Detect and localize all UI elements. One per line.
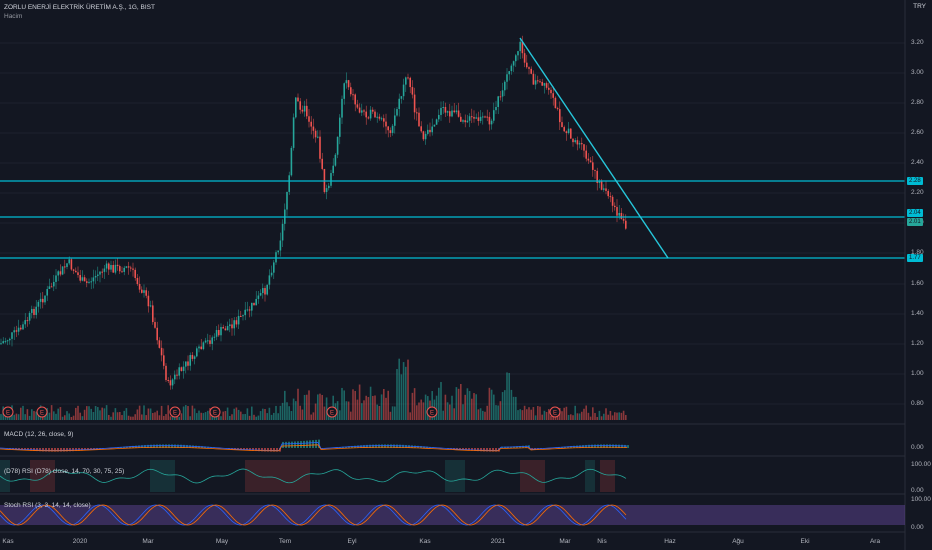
time-tick: Kas [2,538,14,545]
time-tick: Eyl [347,538,357,545]
time-tick: Haz [664,538,676,545]
time-tick: Ağu [732,538,744,545]
macd-title[interactable]: MACD (12, 26, close, 9) [4,431,74,438]
time-tick: Eki [800,538,810,545]
rsi-panel [0,460,627,492]
stoch-axis-bottom: 0.00 [911,524,924,531]
time-tick: Kas [419,538,431,545]
price-tick: 1.20 [911,340,924,347]
stoch-axis-top: 100.00 [911,496,931,503]
earnings-icon [36,406,48,418]
time-tick: Ara [869,538,881,545]
price-tick: 2.20 [911,189,924,196]
rsi-axis-top: 100.00 [911,461,931,468]
price-tick: 1.60 [911,280,924,287]
macd-panel [0,439,629,452]
price-tick: 2.80 [911,99,924,106]
svg-text:E: E [40,411,44,417]
time-tick: Mar [142,538,154,545]
time-tick: Mar [559,538,571,545]
time-tick: Tem [278,538,292,545]
price-tick: 2.60 [911,129,924,136]
rsi-title[interactable]: (D78) RSI (D78) close, 14, 70, 30, 75, 2… [4,468,125,475]
time-tick: 2021 [490,538,506,545]
earnings-icon [326,406,338,418]
svg-text:E: E [6,411,10,417]
svg-text:E: E [553,411,557,417]
earnings-icon [2,406,14,418]
price-tick: 1.40 [911,310,924,317]
stoch-title[interactable]: Stoch RSI (3, 3, 14, 14, close) [4,502,91,509]
time-tick: Nis [597,538,607,545]
price-tick: 1.00 [911,370,924,377]
svg-text:E: E [430,411,434,417]
svg-text:E: E [213,411,217,417]
earnings-icon [426,406,438,418]
chart-header: ZORLU ENERJİ ELEKTRİK ÜRETİM A.Ş., 1G, B… [4,3,155,21]
level-label: 2.04 [907,209,923,217]
macd-axis: 0.00 [911,444,924,451]
svg-text:E: E [173,411,177,417]
stoch-panel [0,504,627,526]
currency-label: TRY [913,3,926,10]
level-label: 2.01 [907,218,923,226]
volume-bars [0,358,627,420]
earnings-icon [549,406,561,418]
price-candles [0,35,627,390]
time-tick: 2020 [72,538,88,545]
symbol-title[interactable]: ZORLU ENERJİ ELEKTRİK ÜRETİM A.Ş., 1G, B… [4,4,155,11]
volume-label[interactable]: Hacim [4,13,23,20]
trend-line [519,37,669,259]
level-label: 2.28 [907,177,923,185]
price-tick: 2.40 [911,159,924,166]
level-label: 1.77 [907,254,923,262]
price-tick: 0.80 [911,400,924,407]
svg-text:E: E [330,411,334,417]
price-tick: 3.20 [911,39,924,46]
price-tick: 3.00 [911,69,924,76]
price-tick: 1.80 [911,249,924,256]
earnings-icon [169,406,181,418]
rsi-axis-bottom: 0.00 [911,487,924,494]
earnings-icon [209,406,221,418]
time-tick: May [215,538,229,545]
